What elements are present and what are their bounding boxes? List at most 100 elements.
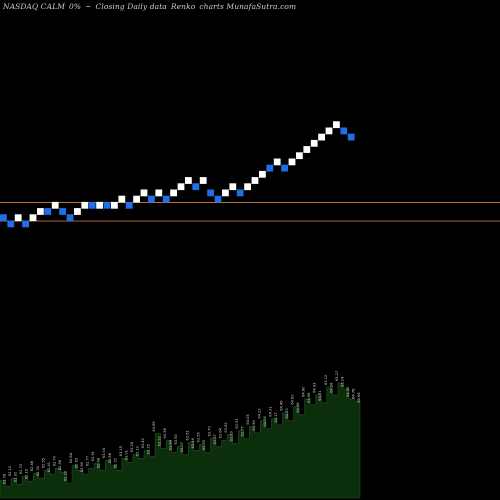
volume-label: 62.22 bbox=[63, 471, 67, 481]
volume-label: 64.33 bbox=[285, 408, 289, 418]
volume-label: 62.30 bbox=[36, 465, 40, 476]
renko-brick-down bbox=[214, 195, 222, 203]
renko-brick-up bbox=[81, 201, 89, 209]
renko-bricks bbox=[0, 121, 355, 228]
renko-brick-up bbox=[251, 177, 259, 184]
volume-label: 65.14 bbox=[340, 376, 344, 387]
volume-label: 63.55 bbox=[196, 432, 200, 442]
volume-label: 64.08 bbox=[263, 416, 267, 427]
renko-brick-down bbox=[44, 208, 52, 215]
volume-label: 63.04 bbox=[102, 447, 106, 458]
renko-brick-up bbox=[303, 146, 311, 153]
volume-label: 62.33 bbox=[19, 464, 23, 474]
renko-brick-up bbox=[259, 170, 266, 178]
volume-label: 62.48 bbox=[30, 460, 34, 471]
volume-label: 64.62 bbox=[291, 394, 295, 404]
volume-label: 63.01 bbox=[124, 450, 128, 460]
renko-brick-up bbox=[244, 183, 251, 191]
volume-labels: 62.0561.7862.1061.9262.3362.1562.4862.30… bbox=[0, 371, 361, 484]
renko-brick-down bbox=[266, 164, 274, 172]
volume-label: 64.78 bbox=[351, 388, 355, 399]
volume-area bbox=[0, 382, 361, 499]
renko-brick-up bbox=[29, 214, 37, 222]
volume-label: 63.50 bbox=[174, 433, 178, 444]
renko-brick-down bbox=[22, 220, 29, 228]
renko-brick-up bbox=[140, 189, 148, 197]
renko-brick-up bbox=[185, 177, 192, 184]
volume-label: 63.64 bbox=[219, 427, 223, 438]
volume-label: 64.81 bbox=[318, 391, 322, 401]
renko-brick-down bbox=[148, 195, 155, 203]
volume-label: 63.69 bbox=[230, 430, 234, 441]
volume-label: 63.96 bbox=[252, 420, 256, 431]
volume-label: 64.17 bbox=[274, 412, 278, 422]
renko-brick-down bbox=[66, 214, 74, 222]
volume-label: 63.91 bbox=[235, 418, 239, 428]
renko-brick-up bbox=[14, 214, 22, 222]
renko-brick-up bbox=[296, 152, 303, 160]
renko-brick-up bbox=[310, 139, 318, 147]
volume-label: 62.70 bbox=[52, 455, 56, 466]
renko-brick-up bbox=[288, 158, 296, 166]
volume-label: 63.15 bbox=[119, 446, 123, 456]
volume-label: 62.88 bbox=[108, 452, 112, 463]
volume-label: 63.28 bbox=[130, 441, 134, 452]
volume-label: 63.61 bbox=[185, 430, 189, 440]
chart-kind-label: Renko bbox=[170, 2, 196, 11]
volume-label: 64.80 bbox=[302, 386, 306, 397]
renko-brick-down bbox=[281, 164, 288, 172]
volume-label: 63.25 bbox=[147, 444, 151, 454]
volume-label: 62.68 bbox=[97, 457, 101, 468]
volume-label: 63.39 bbox=[202, 439, 206, 450]
volume-label: 63.77 bbox=[241, 426, 245, 436]
renko-brick-down bbox=[125, 201, 133, 209]
renko-brick-up bbox=[96, 201, 103, 209]
volume-label: 64.90 bbox=[346, 386, 350, 397]
volume-label: 63.40 bbox=[141, 437, 145, 448]
volume-label: 64.48 bbox=[296, 402, 300, 413]
volume-label: 65.27 bbox=[335, 371, 339, 381]
volume-label: 62.77 bbox=[86, 456, 90, 466]
volume-label: 63.52 bbox=[158, 436, 162, 446]
renko-brick-down bbox=[0, 214, 7, 222]
volume-label: 64.31 bbox=[268, 406, 272, 416]
renko-brick-down bbox=[7, 220, 15, 228]
volume-label: 64.05 bbox=[246, 414, 250, 424]
renko-brick-up bbox=[273, 158, 281, 166]
renko-brick-up bbox=[118, 195, 126, 203]
renko-brick-up bbox=[222, 189, 229, 197]
renko-brick-down bbox=[192, 183, 200, 191]
volume-label: 63.57 bbox=[213, 434, 217, 444]
volume-label: 64.93 bbox=[313, 383, 317, 393]
volume-label: 62.63 bbox=[75, 458, 79, 468]
renko-brick-up bbox=[37, 208, 44, 215]
description-label: Closing Daily data bbox=[95, 2, 167, 11]
volume-label: 62.91 bbox=[91, 451, 95, 461]
volume-label: 63.66 bbox=[152, 421, 156, 432]
renko-brick-up bbox=[170, 189, 177, 197]
volume-label: 62.10 bbox=[8, 465, 12, 476]
volume-label: 63.12 bbox=[135, 446, 139, 456]
change-label: 0% bbox=[69, 2, 82, 11]
volume-label: 61.78 bbox=[3, 473, 7, 484]
renko-brick-down bbox=[236, 189, 244, 197]
volume-label: 62.58 bbox=[58, 459, 62, 470]
chart-header: NASDAQ CALM 0% ~ Closing Daily data Renko cha… bbox=[3, 2, 300, 11]
volume-label: 64.45 bbox=[279, 400, 283, 410]
volume-label: 64.98 bbox=[329, 382, 333, 393]
renko-brick-down bbox=[207, 189, 214, 197]
volume-label: 64.66 bbox=[357, 392, 361, 403]
renko-brick-down bbox=[103, 201, 111, 209]
volume-label: 63.46 bbox=[191, 437, 195, 448]
volume-label: 63.58 bbox=[163, 427, 167, 438]
renko-brick-down bbox=[340, 127, 348, 135]
renko-brick-up bbox=[325, 127, 333, 135]
renko-brick-up bbox=[74, 208, 81, 215]
renko-brick-up bbox=[333, 121, 340, 129]
arrow-label: ~ bbox=[85, 2, 92, 11]
volume-label: 63.82 bbox=[224, 422, 228, 432]
renko-brick-up bbox=[133, 195, 140, 203]
volume-label: 62.15 bbox=[25, 469, 29, 479]
volume-label: 62.05 bbox=[0, 468, 1, 478]
